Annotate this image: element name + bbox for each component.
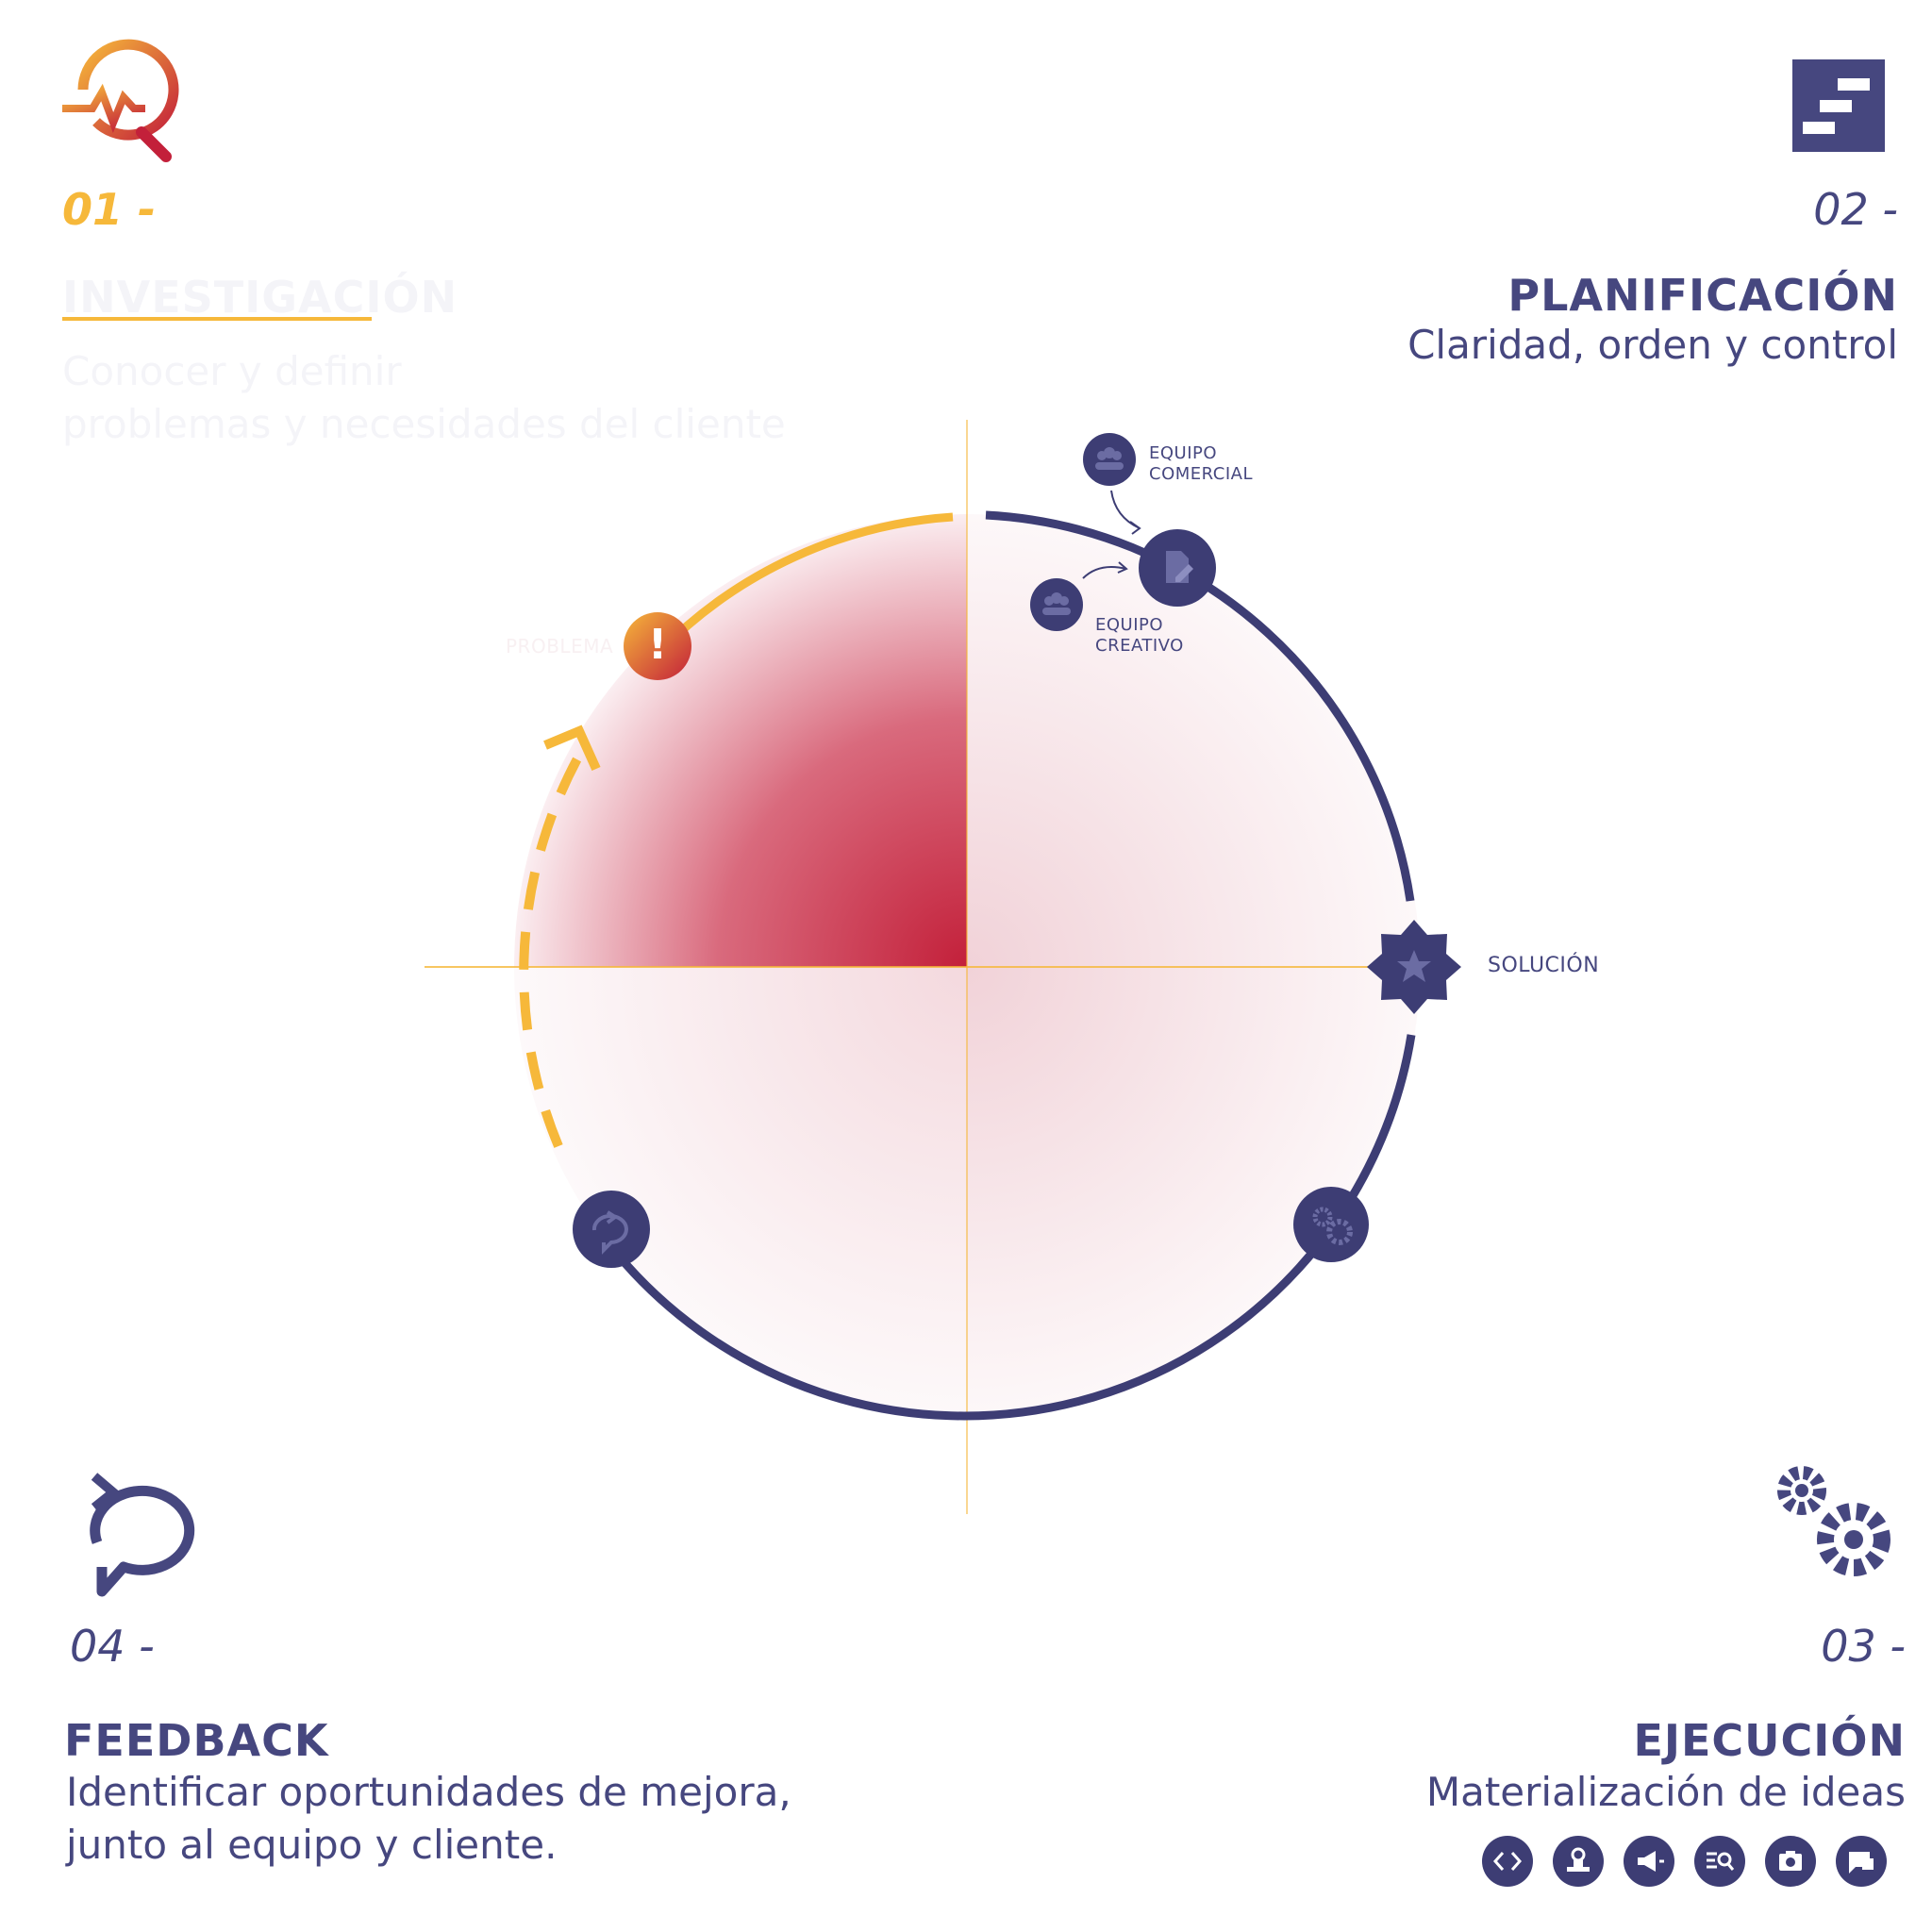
quadrant-execution bbox=[967, 967, 1420, 1420]
camera-icon bbox=[1765, 1836, 1816, 1887]
planning-title: PLANIFICACIÓN bbox=[1507, 270, 1898, 321]
step-number-02: 02 - bbox=[1813, 184, 1898, 235]
chat-icon bbox=[1836, 1836, 1887, 1887]
alert-symbol: ! bbox=[647, 621, 668, 669]
feedback-node bbox=[573, 1191, 650, 1268]
solution-label: SOLUCIÓN bbox=[1488, 954, 1600, 977]
planning-subtitle: Claridad, orden y control bbox=[1407, 322, 1898, 368]
planning-doc-node bbox=[1139, 529, 1216, 607]
step-number-04: 04 - bbox=[70, 1621, 155, 1672]
research-arc bbox=[657, 512, 954, 655]
cycle-arc bbox=[985, 510, 1415, 902]
comercial-arrow bbox=[1110, 490, 1141, 529]
feedback-large-icon bbox=[90, 1473, 195, 1597]
feedback-title: FEEDBACK bbox=[64, 1715, 329, 1766]
step-number-03: 03 - bbox=[1821, 1621, 1906, 1672]
execution-gears-node bbox=[1293, 1187, 1369, 1262]
research-subtitle-line-1: Conocer y definir bbox=[62, 348, 402, 394]
equipo-creativo-label: EQUIPO CREATIVO bbox=[1095, 615, 1184, 656]
code-icon bbox=[1482, 1836, 1533, 1887]
return-arrow-head bbox=[543, 724, 601, 772]
megaphone-icon bbox=[1624, 1836, 1674, 1887]
equipo-comercial-node bbox=[1083, 433, 1136, 486]
planning-logo-icon bbox=[1792, 59, 1885, 152]
execution-subtitle: Materialización de ideas bbox=[1425, 1769, 1906, 1815]
solution-node bbox=[1367, 920, 1461, 1014]
quadrant-planning bbox=[967, 514, 1420, 967]
return-dashed-arc bbox=[519, 742, 590, 1148]
quadrant-feedback bbox=[514, 967, 967, 1420]
search-list-icon bbox=[1694, 1836, 1745, 1887]
cycle-arc-lower bbox=[605, 1034, 1416, 1421]
equipo-comercial-label: EQUIPO COMERCIAL bbox=[1149, 443, 1253, 484]
step-number-01: 01 - bbox=[62, 184, 157, 235]
research-subtitle-line-2: problemas y necesidades del cliente bbox=[62, 401, 786, 447]
feedback-subtitle-line-2: junto al equipo y cliente. bbox=[66, 1822, 558, 1868]
problem-alert-node bbox=[624, 612, 691, 680]
execution-gears-large-icon bbox=[1777, 1466, 1890, 1576]
research-title: INVESTIGACIÓN bbox=[62, 272, 458, 323]
stamp-icon bbox=[1553, 1836, 1604, 1887]
research-logo-icon bbox=[62, 39, 179, 162]
equipo-creativo-node bbox=[1030, 578, 1083, 631]
execution-tools-row bbox=[1482, 1836, 1890, 1889]
quadrant-research bbox=[514, 514, 967, 967]
problem-label: PROBLEMA bbox=[506, 635, 614, 658]
research-title-underline bbox=[62, 317, 372, 321]
creativo-arrow bbox=[1082, 566, 1127, 579]
feedback-subtitle-line-1: Identificar oportunidades de mejora, bbox=[66, 1769, 791, 1815]
execution-title: EJECUCIÓN bbox=[1633, 1715, 1906, 1766]
